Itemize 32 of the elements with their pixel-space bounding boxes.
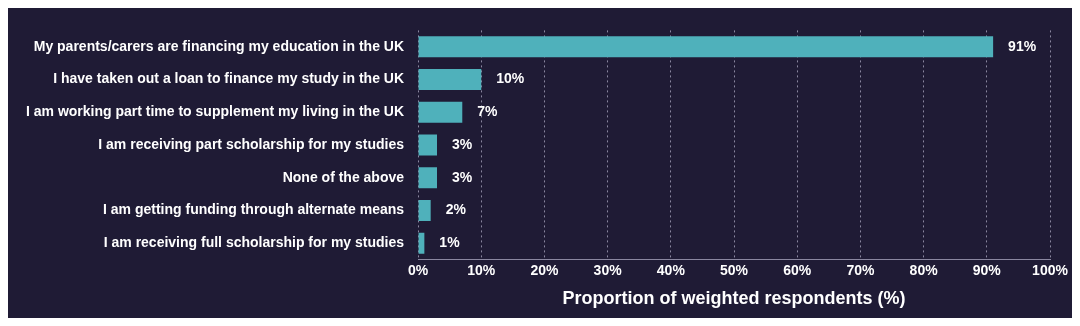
x-tick-label: 30% [593, 261, 623, 278]
data-label: 3% [452, 135, 473, 152]
x-tick-label: 20% [530, 261, 559, 278]
y-tick-label: I have taken out a loan to finance my study in the UK [53, 70, 405, 87]
y-tick-label: None of the above [282, 168, 405, 185]
bar [418, 167, 438, 189]
data-label: 2% [445, 201, 467, 218]
bar [418, 134, 438, 156]
x-tick-label: 90% [972, 261, 1002, 278]
x-tick-label: 0% [407, 261, 429, 278]
x-tick-label: 10% [467, 261, 496, 278]
y-tick-label: I am receiving part scholarship for my studies [98, 135, 405, 152]
x-tick-label: 40% [656, 261, 686, 278]
data-label: 3% [452, 168, 473, 185]
x-tick-label: 50% [720, 261, 749, 278]
data-label: 1% [439, 234, 461, 251]
x-tick-label: 100% [1032, 261, 1069, 278]
y-tick-label: My parents/carers are financing my education in the UK [33, 37, 405, 54]
bar [418, 69, 482, 90]
data-label: 91% [1008, 37, 1037, 54]
x-tick-label: 60% [783, 261, 812, 278]
x-tick-label: 70% [846, 261, 875, 278]
x-axis-title: Proportion of weighted respondents (%) [562, 288, 906, 309]
data-label: 10% [496, 70, 525, 87]
y-tick-label: I am getting funding through alternate means [103, 201, 405, 218]
data-label: 7% [477, 103, 499, 120]
y-tick-label: I am working part time to supplement my living in the UK [25, 103, 405, 120]
bar [418, 101, 463, 123]
bar [418, 200, 431, 221]
bar [418, 36, 994, 58]
y-tick-label: I am receiving full scholarship for my studies [103, 234, 405, 251]
x-tick-label: 80% [909, 261, 939, 278]
